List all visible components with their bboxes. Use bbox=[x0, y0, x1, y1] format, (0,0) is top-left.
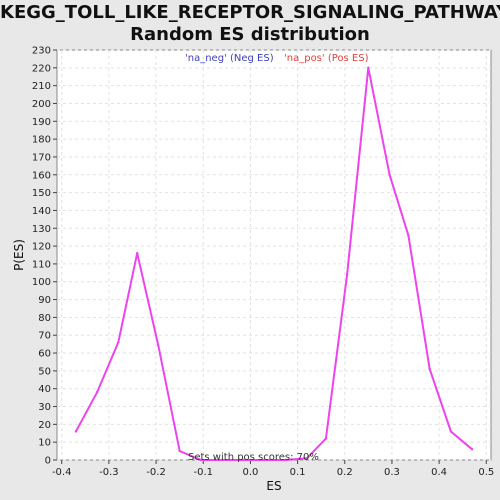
es-data-point bbox=[345, 273, 349, 276]
y-tick-label: 30 bbox=[38, 402, 51, 413]
es-data-point bbox=[95, 391, 99, 394]
es-data-point bbox=[117, 341, 120, 344]
grid-layer bbox=[57, 49, 491, 461]
chart-title-line2: Random ES distribution bbox=[130, 24, 370, 45]
es-data-point bbox=[449, 430, 453, 433]
y-tick-label: 10 bbox=[38, 438, 51, 449]
y-tick-label: 60 bbox=[38, 349, 51, 360]
y-tick-label: 160 bbox=[32, 170, 51, 181]
x-axis-title: ES bbox=[266, 479, 281, 493]
y-tick-label: 50 bbox=[38, 366, 51, 377]
es-data-point bbox=[178, 449, 181, 453]
x-tick-label: -0.4 bbox=[52, 467, 72, 478]
y-tick-label: 190 bbox=[32, 117, 51, 128]
x-tick-label: 0.3 bbox=[384, 467, 400, 478]
y-tick-label: 200 bbox=[32, 99, 51, 110]
pos-scores-annotation: Sets with pos scores: 70% bbox=[188, 452, 319, 463]
legend-pos-label: 'na_pos' (Pos ES) bbox=[284, 53, 369, 64]
es-data-point bbox=[470, 448, 474, 451]
es-data-point bbox=[242, 458, 245, 462]
y-tick-label: 20 bbox=[38, 420, 51, 431]
y-tick-label: 0 bbox=[45, 456, 51, 467]
es-data-point bbox=[428, 367, 431, 371]
es-data-point bbox=[220, 458, 224, 462]
x-tick-label: -0.1 bbox=[193, 467, 213, 478]
x-tick-label: 0.2 bbox=[337, 467, 353, 478]
y-tick-label: 220 bbox=[32, 63, 51, 74]
y-tick-label: 130 bbox=[32, 224, 51, 235]
y-tick-label: 210 bbox=[32, 81, 51, 92]
es-distribution-line bbox=[75, 66, 473, 461]
y-tick-label: 70 bbox=[38, 331, 51, 342]
x-tick-label: 0.1 bbox=[290, 467, 306, 478]
y-tick-label: 140 bbox=[32, 206, 51, 217]
es-data-point bbox=[263, 458, 266, 462]
y-tick-label: 110 bbox=[32, 259, 51, 270]
x-tick-label: 0.5 bbox=[478, 467, 494, 478]
y-tick-label: 170 bbox=[32, 152, 51, 163]
chart-title-line1: KEGG_TOLL_LIKE_RECEPTOR_SIGNALING_PATHWA… bbox=[0, 2, 500, 23]
y-tick-label: 100 bbox=[32, 277, 51, 288]
y-tick-label: 180 bbox=[32, 135, 51, 146]
x-tick-label: -0.2 bbox=[146, 467, 166, 478]
y-tick-label: 90 bbox=[38, 295, 51, 306]
es-data-point bbox=[157, 344, 160, 348]
es-data-point bbox=[367, 66, 370, 70]
es-data-point bbox=[324, 437, 328, 440]
es-data-point bbox=[407, 234, 410, 237]
es-data-point bbox=[284, 458, 287, 462]
series-layer bbox=[74, 66, 474, 462]
y-tick-label: 120 bbox=[32, 242, 51, 253]
es-data-point bbox=[305, 457, 309, 460]
plot-area bbox=[56, 49, 492, 461]
y-tick-label: 150 bbox=[32, 188, 51, 199]
x-tick-label: -0.3 bbox=[99, 467, 119, 478]
es-data-point bbox=[74, 430, 78, 433]
axis-layer: 0 10 20 30 40 50 60 70 80 90 100 110 120 130 140 150 160… bbox=[32, 46, 494, 479]
y-tick-label: 40 bbox=[38, 384, 51, 395]
es-data-point bbox=[135, 252, 139, 255]
y-tick-label: 80 bbox=[38, 313, 51, 324]
y-tick-label: 230 bbox=[32, 46, 51, 57]
es-data-point bbox=[388, 173, 391, 176]
legend-neg-label: 'na_neg' (Neg ES) bbox=[185, 53, 274, 64]
es-data-point bbox=[199, 458, 203, 462]
x-tick-label: 0.0 bbox=[242, 467, 258, 478]
x-tick-label: 0.4 bbox=[431, 467, 447, 478]
y-axis-title: P(ES) bbox=[12, 239, 26, 271]
